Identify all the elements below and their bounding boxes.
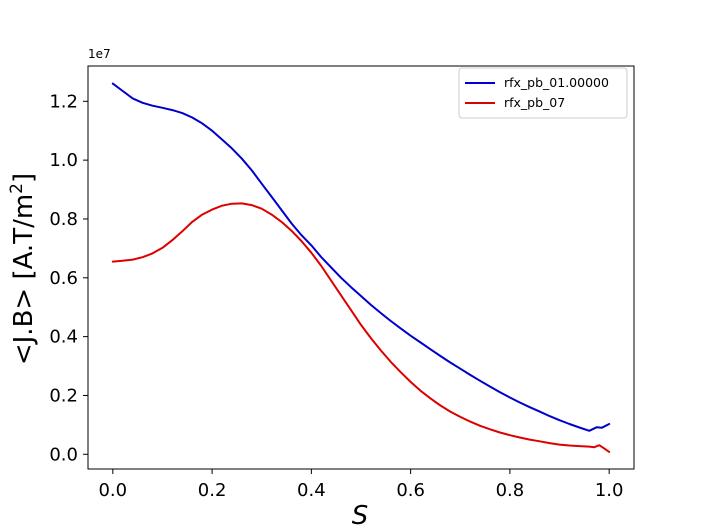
series-line-1 (111, 82, 611, 432)
legend-label-series-1: rfx_pb_01.00000 (504, 75, 609, 90)
y-axis-label-main: <J.B> [A.T/m (9, 194, 39, 365)
x-tick-label: 1.0 (595, 480, 624, 501)
y-tick-label: 0.2 (49, 385, 78, 406)
y-tick-label: 0.8 (49, 209, 78, 230)
y-tick-label: 0.6 (49, 268, 78, 289)
y-axis-label-superscript: 2 (7, 183, 27, 194)
y-tick-label: 0.4 (49, 327, 78, 348)
series-line-2 (111, 202, 611, 453)
y-axis-label: <J.B> [A.T/m2] (7, 173, 39, 365)
x-tick-label: 0.2 (198, 480, 227, 501)
legend-box (458, 67, 628, 119)
plot-lines (111, 82, 611, 453)
x-axis-ticks: 0.0 0.2 0.4 0.6 0.8 1.0 (98, 469, 624, 501)
plot-frame (87, 65, 635, 470)
y-tick-label: 1.0 (49, 150, 78, 171)
y-axis-offset-text: 1e7 (88, 47, 111, 61)
x-tick-label: 0.6 (396, 480, 425, 501)
y-tick-label: 0.0 (49, 444, 78, 465)
x-tick-label: 0.0 (98, 480, 127, 501)
y-axis-label-suffix: ] (9, 173, 39, 183)
x-tick-label: 0.4 (297, 480, 326, 501)
x-tick-label: 0.8 (496, 480, 525, 501)
y-axis-ticks: 0.0 0.2 0.4 0.6 0.8 1.0 1.2 (49, 91, 88, 465)
legend: rfx_pb_01.00000 rfx_pb_07 (458, 67, 628, 119)
y-tick-label: 1.2 (49, 91, 78, 112)
x-axis-label: S (352, 501, 369, 528)
legend-label-series-2: rfx_pb_07 (504, 95, 565, 110)
